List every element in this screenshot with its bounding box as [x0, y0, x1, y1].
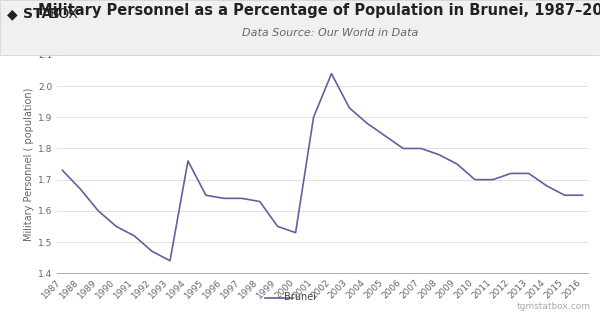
Text: BOX: BOX — [50, 7, 79, 21]
Text: Military Personnel as a Percentage of Population in Brunei, 1987–2016: Military Personnel as a Percentage of Po… — [37, 3, 600, 19]
Text: STAT: STAT — [23, 7, 61, 21]
Text: tgmstatbox.com: tgmstatbox.com — [517, 302, 591, 311]
Text: Data Source: Our World in Data: Data Source: Our World in Data — [242, 28, 418, 38]
Y-axis label: Military Personnel ( population): Military Personnel ( population) — [23, 87, 34, 241]
Text: Brunei: Brunei — [284, 292, 316, 302]
Text: ◆: ◆ — [7, 7, 18, 21]
